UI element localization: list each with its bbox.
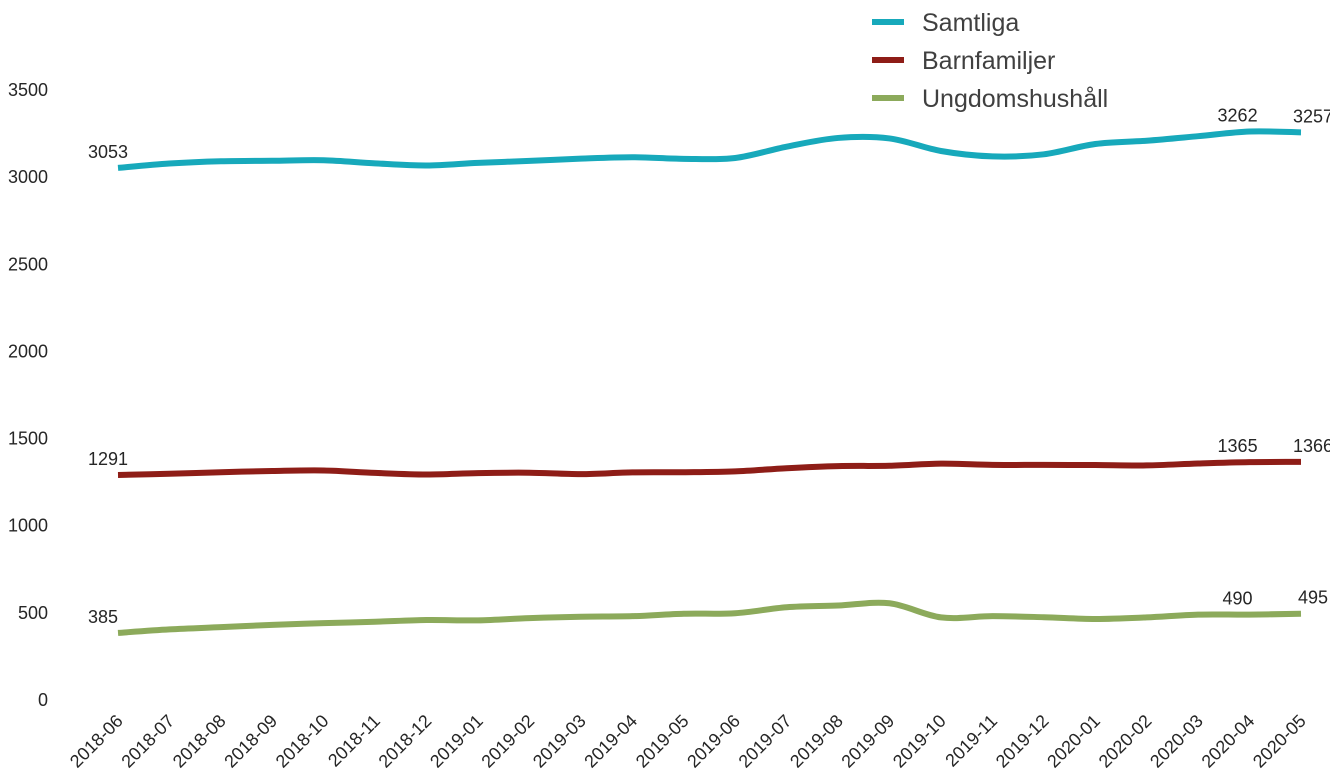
- data-label: 3262: [1218, 105, 1258, 125]
- x-tick-label: 2020-04: [1198, 711, 1259, 772]
- data-label: 1366: [1293, 436, 1330, 456]
- x-tick-label: 2018-12: [375, 711, 436, 772]
- x-tick-label: 2019-05: [632, 711, 693, 772]
- y-tick-label: 3000: [8, 167, 48, 187]
- x-tick-label: 2019-06: [683, 711, 744, 772]
- data-label: 495: [1298, 588, 1328, 608]
- x-tick-label: 2019-03: [529, 711, 590, 772]
- x-tick-label: 2018-06: [66, 711, 127, 772]
- y-tick-label: 2500: [8, 254, 48, 274]
- x-tick-label: 2019-04: [580, 711, 641, 772]
- x-tick-label: 2019-09: [837, 711, 898, 772]
- series-line: [117, 128, 1302, 171]
- x-tick-label: 2019-10: [889, 711, 950, 772]
- x-tick-label: 2019-08: [786, 711, 847, 772]
- y-tick-label: 1500: [8, 429, 48, 449]
- y-axis: 0 500 1000 1500 2000 2500 3000 3500: [8, 80, 48, 710]
- x-tick-label: 2018-11: [324, 711, 384, 771]
- data-label: 3257: [1293, 106, 1330, 126]
- x-tick-label: 2019-11: [941, 711, 1001, 771]
- data-label: 385: [88, 607, 118, 627]
- legend-label: Samtliga: [922, 9, 1019, 37]
- y-tick-label: 0: [38, 690, 48, 710]
- series-line: [117, 599, 1302, 636]
- x-tick-label: 2019-12: [992, 711, 1053, 772]
- y-tick-label: 3500: [8, 80, 48, 100]
- data-label: 3053: [88, 142, 128, 162]
- data-label: 490: [1223, 589, 1253, 609]
- legend-label: Ungdomshushåll: [922, 85, 1108, 113]
- x-tick-label: 2018-10: [272, 711, 333, 772]
- x-tick-label: 2018-08: [169, 711, 230, 772]
- x-tick-label: 2020-01: [1043, 711, 1104, 772]
- y-tick-label: 500: [18, 603, 48, 623]
- series-line: [117, 458, 1302, 478]
- x-tick-label: 2019-01: [426, 711, 487, 772]
- y-tick-label: 2000: [8, 341, 48, 361]
- series-group: [117, 128, 1302, 636]
- x-tick-label: 2018-07: [117, 711, 178, 772]
- x-tick-label: 2020-05: [1249, 711, 1310, 772]
- legend-label: Barnfamiljer: [922, 47, 1055, 75]
- x-tick-label: 2018-09: [220, 711, 281, 772]
- x-tick-label: 2020-02: [1095, 711, 1156, 772]
- x-tick-label: 2020-03: [1146, 711, 1207, 772]
- data-label: 1291: [88, 449, 128, 469]
- y-tick-label: 1000: [8, 516, 48, 536]
- x-tick-label: 2019-07: [735, 711, 796, 772]
- legend: Samtliga Barnfamiljer Ungdomshushåll: [872, 9, 1108, 113]
- data-label: 1365: [1218, 436, 1258, 456]
- x-tick-label: 2019-02: [477, 711, 538, 772]
- data-labels: 3053 3262 3257 1291 1365 1366 385 490 495: [88, 105, 1330, 626]
- x-axis: 2018-062018-072018-082018-092018-102018-…: [66, 711, 1310, 772]
